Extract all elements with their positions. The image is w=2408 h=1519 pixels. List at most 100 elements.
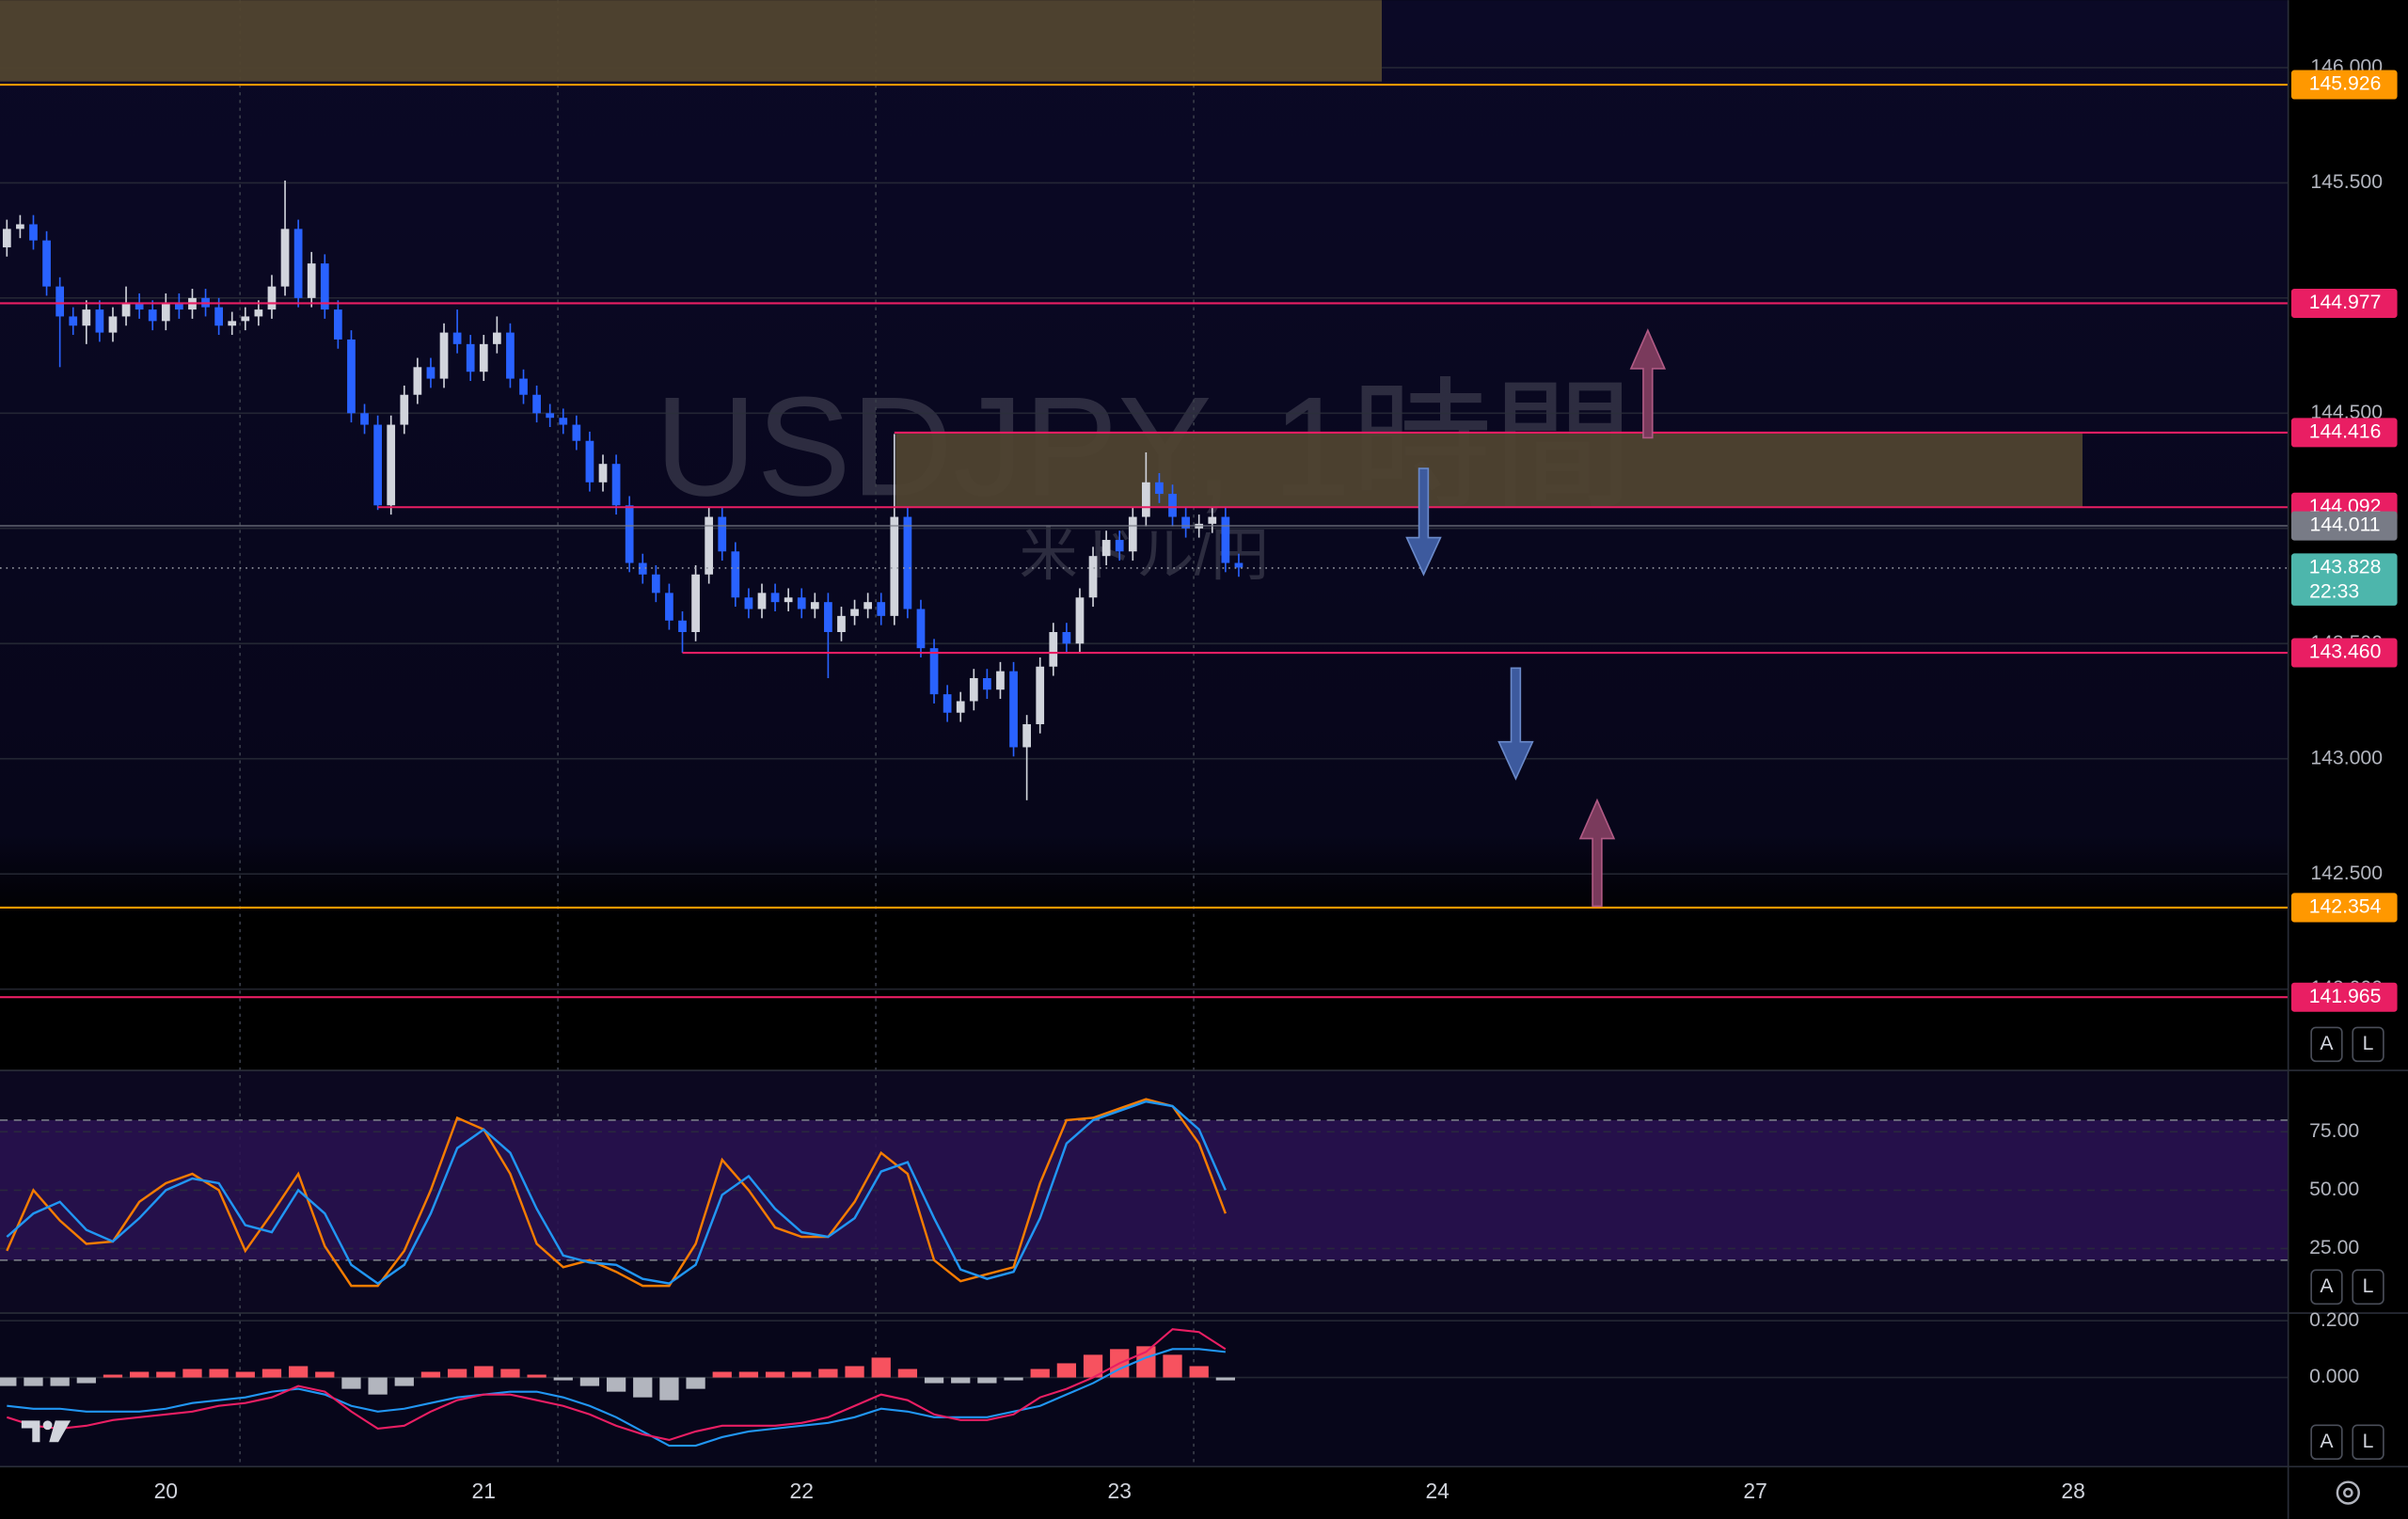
price-badge-label: 144.011 — [2309, 514, 2380, 536]
candle-body — [1221, 516, 1230, 563]
histogram-bar — [235, 1371, 255, 1378]
histogram-bar — [341, 1377, 361, 1389]
candle-body — [718, 516, 727, 552]
price-axis — [2288, 0, 2408, 1519]
candle-body — [651, 574, 660, 593]
scale-button[interactable] — [2310, 1269, 2343, 1305]
scale-button-label[interactable]: A — [2320, 1431, 2334, 1452]
price-badge — [2290, 638, 2398, 668]
candle-body — [969, 677, 978, 702]
histogram-bar — [447, 1369, 467, 1378]
price-badge — [2290, 982, 2398, 1012]
histogram-bar — [951, 1377, 971, 1384]
histogram-bar — [368, 1377, 388, 1395]
y-tick-label: 144.500 — [2310, 402, 2383, 423]
histogram-bar — [897, 1369, 918, 1378]
candle-body — [546, 413, 555, 419]
candle-body — [1168, 494, 1177, 517]
price-badge-label: 143.828 — [2309, 557, 2382, 578]
settings-icon[interactable] — [2343, 1487, 2353, 1498]
scale-button[interactable] — [2310, 1424, 2343, 1460]
histogram-bar — [182, 1369, 202, 1378]
x-tick-label: 21 — [472, 1479, 496, 1503]
overlay: 142.000142.500143.000143.500144.000144.5… — [154, 56, 2398, 1503]
histogram-bar — [394, 1377, 414, 1386]
candle-body — [16, 224, 24, 229]
arrow-up — [1578, 798, 1616, 908]
price-badge — [2290, 511, 2398, 541]
candle-body — [506, 332, 515, 379]
plot-area — [0, 0, 2289, 1467]
candle-body — [307, 263, 316, 298]
settings-icon[interactable] — [2336, 1480, 2360, 1505]
candle-body — [1022, 723, 1031, 748]
candle-body — [228, 321, 237, 326]
histogram-bar — [818, 1369, 838, 1378]
scale-button-label[interactable]: A — [2320, 1033, 2334, 1054]
candle-body — [837, 615, 846, 633]
scale-button[interactable] — [2352, 1026, 2384, 1063]
price-badge-label: 144.977 — [2309, 292, 2382, 313]
candle-body — [492, 332, 501, 344]
candle-body — [1142, 482, 1150, 517]
candle-body — [1036, 666, 1045, 724]
candle-body — [943, 694, 952, 713]
candle-body — [334, 309, 342, 340]
candle-body — [1208, 516, 1217, 524]
candle-body — [214, 307, 223, 326]
candle-body — [678, 620, 687, 633]
scale-button-label[interactable]: A — [2320, 1275, 2334, 1297]
histogram-bar — [1083, 1354, 1103, 1378]
price-badge-label: 142.354 — [2309, 896, 2382, 918]
y-tick-label: 143.000 — [2310, 747, 2383, 768]
y-tick-label: 145.500 — [2310, 171, 2383, 193]
arrow-up — [1629, 328, 1667, 439]
price-badge-label: 143.460 — [2309, 641, 2382, 663]
candle-body — [439, 332, 449, 379]
zone — [895, 432, 2083, 508]
histogram-bar — [50, 1377, 70, 1386]
y-tick-label: 142.500 — [2310, 862, 2383, 884]
candle-body — [929, 648, 939, 695]
histogram-bar — [1215, 1377, 1235, 1381]
histogram-bar — [420, 1371, 441, 1378]
histogram-bar — [686, 1377, 705, 1389]
histogram-bar — [288, 1366, 309, 1378]
candle-body — [1009, 671, 1018, 748]
candle-body — [1075, 597, 1085, 644]
candle-body — [466, 343, 475, 372]
candle-body — [1181, 516, 1190, 529]
candle-body — [320, 263, 329, 310]
candle-body — [877, 602, 886, 616]
candle-body — [691, 574, 700, 633]
scale-button-label[interactable]: L — [2363, 1431, 2374, 1452]
candle-body — [1234, 562, 1244, 568]
scale-button-label[interactable]: L — [2363, 1275, 2374, 1297]
settings-icon[interactable] — [2336, 1480, 2360, 1505]
candle-body — [890, 516, 899, 616]
logo-part — [42, 1420, 53, 1431]
scale-button[interactable] — [2352, 1269, 2384, 1305]
x-tick-label: 24 — [1425, 1479, 1450, 1503]
candle-body — [1049, 632, 1058, 667]
histogram-bar — [1030, 1369, 1050, 1378]
candle-body — [95, 309, 104, 333]
candle-body — [611, 464, 621, 506]
histogram-bar — [474, 1366, 494, 1378]
logo-part — [49, 1420, 71, 1443]
candle-body — [413, 367, 422, 395]
candle-body — [1155, 482, 1164, 495]
candle-body — [161, 302, 170, 322]
scale-button[interactable] — [2310, 1026, 2343, 1063]
scale-button-label[interactable]: L — [2363, 1033, 2374, 1054]
arrow-down — [1405, 467, 1534, 781]
histogram-bar — [315, 1371, 335, 1378]
y-tick-label: 0.000 — [2309, 1366, 2359, 1387]
candle-body — [863, 602, 873, 609]
candle-body — [731, 551, 740, 598]
candle-body — [267, 286, 277, 310]
candle-body — [585, 440, 594, 483]
indicator-line — [6, 1100, 1227, 1286]
scale-button[interactable] — [2352, 1424, 2384, 1460]
zone — [0, 0, 1383, 82]
